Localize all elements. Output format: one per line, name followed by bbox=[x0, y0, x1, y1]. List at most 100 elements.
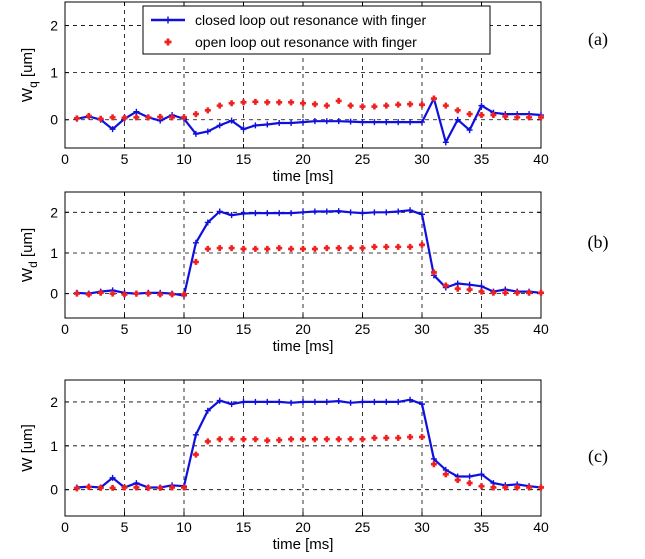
data-point bbox=[466, 480, 473, 487]
y-axis-label: Wq [um] bbox=[19, 48, 40, 102]
x-tick-label: 15 bbox=[236, 321, 252, 337]
series-line bbox=[76, 95, 542, 146]
data-point bbox=[264, 121, 271, 128]
data-point bbox=[145, 484, 152, 491]
data-point bbox=[228, 100, 235, 107]
data-point bbox=[192, 431, 199, 438]
data-point bbox=[383, 398, 390, 405]
data-point bbox=[347, 102, 354, 109]
data-point bbox=[395, 434, 402, 441]
legend-marker bbox=[164, 38, 172, 46]
data-point bbox=[109, 474, 116, 481]
chart-panel-c: 0 5 10 15 20 25 30 35 40 0 1 2 time [ms] W [um] bbox=[19, 379, 549, 553]
data-point bbox=[442, 102, 449, 109]
data-point bbox=[276, 210, 283, 217]
data-point bbox=[323, 208, 330, 215]
data-point bbox=[240, 245, 247, 252]
data-point bbox=[478, 288, 485, 295]
data-point bbox=[371, 398, 378, 405]
data-point bbox=[454, 477, 461, 484]
data-point bbox=[407, 119, 414, 126]
data-point bbox=[419, 401, 425, 408]
data-point bbox=[407, 434, 414, 441]
data-point bbox=[276, 120, 283, 127]
data-point bbox=[526, 484, 533, 491]
data-point bbox=[335, 436, 342, 443]
y-tick-label: 1 bbox=[50, 438, 58, 454]
x-axis-label: time [ms] bbox=[273, 536, 334, 553]
data-point bbox=[121, 114, 128, 121]
data-point bbox=[538, 289, 544, 296]
data-point bbox=[109, 114, 116, 121]
data-point bbox=[407, 396, 414, 403]
data-point bbox=[133, 484, 140, 491]
data-point bbox=[192, 451, 199, 458]
data-point bbox=[311, 118, 318, 125]
data-point bbox=[288, 120, 295, 127]
series-line bbox=[76, 209, 542, 297]
data-point bbox=[181, 484, 187, 491]
data-point bbox=[478, 112, 485, 119]
data-point bbox=[216, 122, 223, 129]
data-point bbox=[216, 397, 223, 404]
data-point bbox=[300, 245, 306, 252]
data-point bbox=[514, 114, 521, 121]
data-point bbox=[395, 398, 402, 405]
data-point bbox=[514, 289, 521, 296]
data-point bbox=[216, 245, 223, 252]
data-point bbox=[323, 398, 330, 405]
data-point bbox=[478, 283, 485, 290]
data-point bbox=[157, 291, 164, 298]
x-tick-label: 5 bbox=[121, 519, 129, 535]
data-point bbox=[97, 289, 104, 296]
data-point bbox=[478, 471, 485, 478]
data-point bbox=[169, 114, 176, 121]
data-point bbox=[466, 127, 473, 134]
data-point bbox=[240, 436, 247, 443]
data-point bbox=[407, 101, 414, 108]
y-axis-label: W [um] bbox=[19, 424, 36, 472]
data-point bbox=[383, 434, 390, 441]
data-point bbox=[490, 112, 497, 119]
data-point bbox=[157, 113, 164, 120]
data-point bbox=[335, 245, 342, 252]
data-point bbox=[240, 210, 247, 217]
data-point bbox=[359, 210, 366, 217]
data-point bbox=[288, 399, 295, 406]
x-axis-label: time [ms] bbox=[273, 168, 334, 185]
data-point bbox=[300, 119, 306, 126]
data-point bbox=[276, 99, 283, 106]
y-tick-label: 1 bbox=[50, 65, 58, 81]
data-point bbox=[97, 115, 104, 122]
data-point bbox=[323, 245, 330, 252]
data-point bbox=[335, 398, 342, 405]
x-tick-label: 15 bbox=[236, 151, 252, 167]
data-point bbox=[109, 126, 116, 133]
data-point bbox=[395, 101, 402, 108]
data-point bbox=[478, 102, 485, 109]
data-point bbox=[502, 113, 509, 120]
data-point bbox=[395, 208, 402, 215]
data-point bbox=[252, 436, 259, 443]
x-tick-label: 35 bbox=[474, 321, 490, 337]
data-point bbox=[442, 139, 449, 146]
legend-box bbox=[142, 5, 491, 55]
series-open-loop bbox=[73, 95, 544, 122]
x-tick-label: 0 bbox=[61, 151, 69, 167]
data-point bbox=[228, 212, 235, 219]
data-point bbox=[204, 107, 211, 114]
x-tick-label: 40 bbox=[533, 321, 549, 337]
data-point bbox=[216, 436, 223, 443]
data-point bbox=[323, 102, 330, 109]
data-point bbox=[121, 484, 128, 491]
data-point bbox=[311, 436, 318, 443]
data-point bbox=[371, 119, 378, 126]
data-point bbox=[145, 290, 152, 297]
data-point bbox=[502, 484, 509, 491]
data-point bbox=[383, 209, 390, 216]
x-tick-label: 35 bbox=[474, 519, 490, 535]
data-point bbox=[145, 114, 152, 121]
data-point bbox=[371, 103, 378, 110]
